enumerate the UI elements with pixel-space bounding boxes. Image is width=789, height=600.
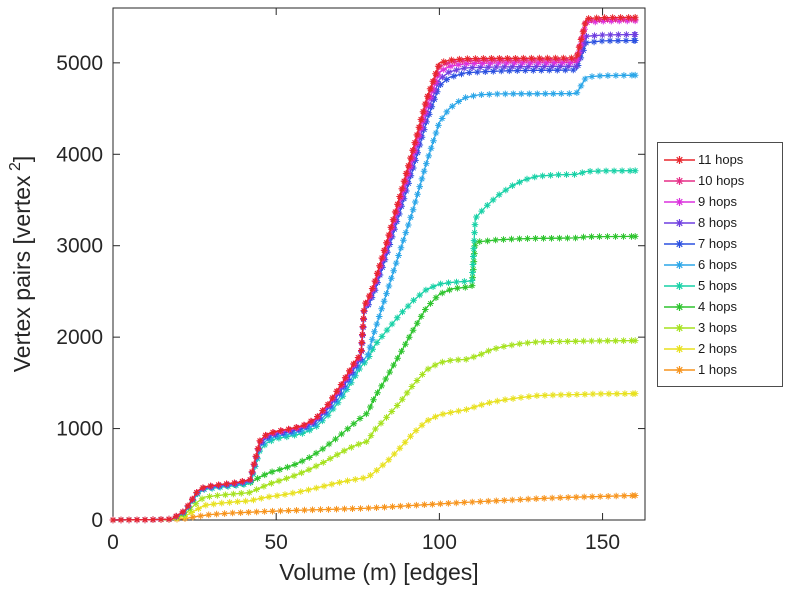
legend-label: 10 hops [698, 173, 745, 188]
series-line-8-hops [112, 33, 636, 521]
x-axis-label: Volume (m) [edges] [279, 559, 478, 585]
series-markers-3-hops [109, 337, 639, 524]
legend-label: 8 hops [698, 215, 738, 230]
legend-label: 4 hops [698, 299, 738, 314]
legend-entry-8-hops: 8 hops [662, 212, 778, 233]
legend-entry-4-hops: 4 hops [662, 296, 778, 317]
y-tick-label: 5000 [56, 52, 103, 75]
legend-entry-5-hops: 5 hops [662, 275, 778, 296]
legend-label: 6 hops [698, 257, 738, 272]
legend-entry-9-hops: 9 hops [662, 191, 778, 212]
y-tick-label: 3000 [56, 235, 103, 258]
legend-entry-3-hops: 3 hops [662, 317, 778, 338]
y-tick-label: 4000 [56, 143, 103, 166]
series-markers-11-hops [109, 14, 639, 524]
legend-label: 9 hops [698, 194, 738, 209]
legend-marker-icon [664, 323, 695, 332]
legend-marker-icon [664, 176, 695, 185]
series-line-4-hops [112, 235, 636, 521]
legend-label: 2 hops [698, 341, 738, 356]
legend-marker-icon [664, 281, 695, 290]
legend-entry-10-hops: 10 hops [662, 170, 778, 191]
legend-entry-7-hops: 7 hops [662, 233, 778, 254]
legend-label: 11 hops [698, 152, 744, 167]
legend-marker-icon [664, 344, 695, 353]
legend: 11 hops 10 hops 9 hops 8 hops 7 hops 6 hops 5 … [657, 142, 783, 387]
legend-entry-1-hops: 1 hops [662, 359, 778, 380]
y-tick-label: 0 [91, 509, 103, 532]
x-tick-label: 150 [585, 531, 620, 554]
legend-entry-6-hops: 6 hops [662, 254, 778, 275]
legend-entry-11-hops: 11 hops [662, 149, 778, 170]
series-markers-4-hops [109, 233, 639, 524]
legend-label: 3 hops [698, 320, 738, 335]
legend-entry-2-hops: 2 hops [662, 338, 778, 359]
y-tick-label: 2000 [56, 326, 103, 349]
legend-marker-icon [664, 218, 695, 227]
y-axis-label: Vertex pairs [vertex 2] [7, 156, 35, 373]
legend-marker-icon [664, 239, 695, 248]
series-markers-8-hops [109, 31, 639, 524]
legend-marker-icon [664, 155, 695, 164]
legend-marker-icon [664, 365, 695, 374]
series-line-5-hops [112, 170, 636, 521]
legend-marker-icon [664, 197, 695, 206]
x-tick-label: 100 [422, 531, 457, 554]
series-line-9-hops [112, 20, 636, 521]
x-tick-label: 50 [265, 531, 288, 554]
legend-marker-icon [664, 260, 695, 269]
legend-marker-icon [664, 302, 695, 311]
axes-box [112, 7, 646, 521]
x-tick-label: 0 [107, 531, 119, 554]
legend-label: 5 hops [698, 278, 738, 293]
y-tick-label: 1000 [56, 418, 103, 441]
series-line-11-hops [112, 16, 636, 521]
legend-label: 1 hops [698, 362, 738, 377]
legend-label: 7 hops [698, 236, 738, 251]
